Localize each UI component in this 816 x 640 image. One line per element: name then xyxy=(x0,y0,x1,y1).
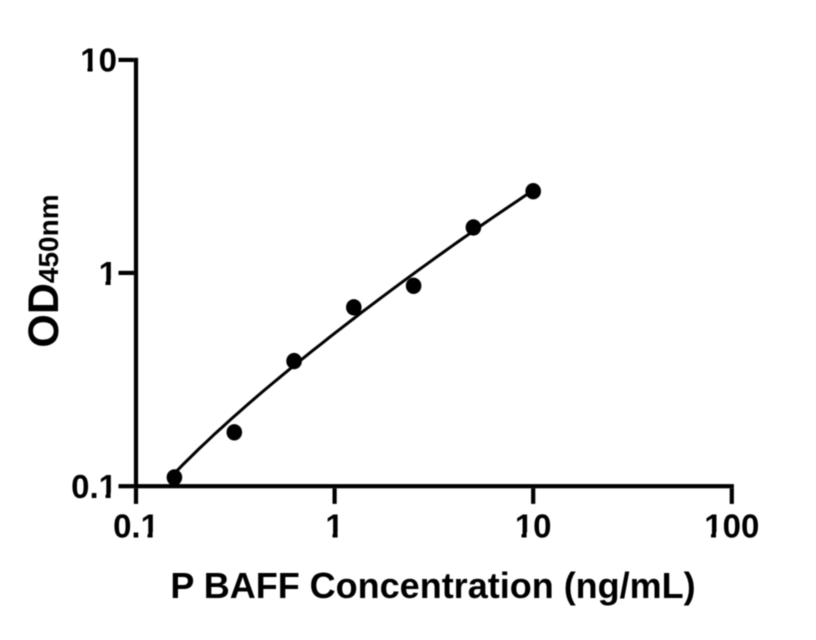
svg-text:0.1: 0.1 xyxy=(71,468,117,505)
svg-text:P BAFF Concentration (ng/mL): P BAFF Concentration (ng/mL) xyxy=(170,565,695,606)
svg-text:0.1: 0.1 xyxy=(113,508,159,545)
svg-text:OD450nm: OD450nm xyxy=(20,194,68,347)
svg-text:100: 100 xyxy=(704,508,759,545)
